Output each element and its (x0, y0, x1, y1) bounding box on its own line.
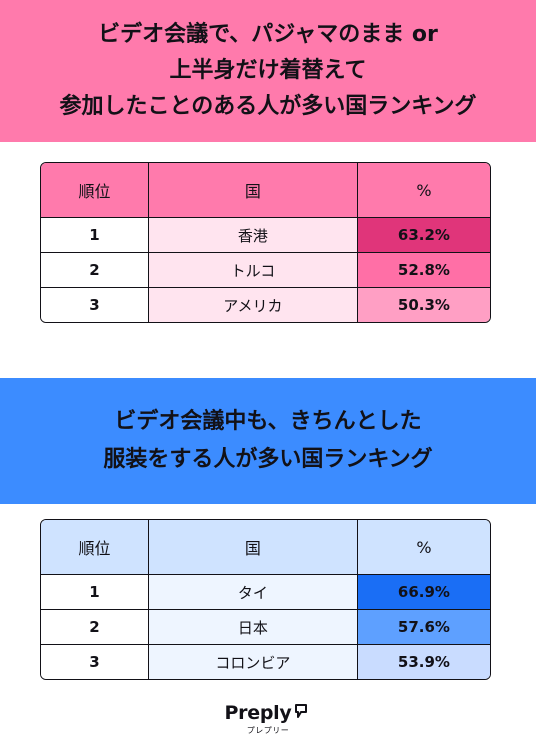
title-line: 上半身だけ着替えて (169, 58, 367, 83)
country-cell: 香港 (148, 218, 358, 253)
table-row: 1 タイ 66.9% (41, 575, 490, 610)
header-country: 国 (148, 520, 358, 575)
rank-cell: 1 (41, 218, 149, 253)
rank-cell: 3 (41, 288, 149, 322)
country-cell: トルコ (148, 253, 358, 288)
percent-cell: 57.6% (357, 610, 490, 645)
country-cell: タイ (148, 575, 358, 610)
header-country: 国 (148, 163, 358, 218)
title-line: 参加したことのある人が多い国ランキング (59, 94, 477, 119)
ranking-table-2: 順位 国 % 1 タイ 66.9% 2 日本 57.6% 3 コロンビア 53.… (40, 519, 491, 680)
rank-cell: 1 (41, 575, 149, 610)
country-cell: コロンビア (148, 645, 358, 679)
preply-logo: Preply プレプリー (0, 702, 536, 736)
country-cell: 日本 (148, 610, 358, 645)
ranking-table-1: 順位 国 % 1 香港 63.2% 2 トルコ 52.8% 3 アメリカ 50.… (40, 162, 491, 323)
country-cell: アメリカ (148, 288, 358, 322)
rank-cell: 3 (41, 645, 149, 679)
table-row: 3 アメリカ 50.3% (41, 288, 490, 322)
table-row: 3 コロンビア 53.9% (41, 645, 490, 679)
preply-logo-icon (293, 702, 311, 724)
title-banner-2: ビデオ会議中も、きちんとした 服装をする人が多い国ランキング (0, 378, 536, 504)
title-banner-1: ビデオ会議で、パジャマのまま or 上半身だけ着替えて 参加したことのある人が多… (0, 0, 536, 142)
percent-cell: 52.8% (357, 253, 490, 288)
header-percent: % (357, 163, 490, 218)
header-rank: 順位 (41, 163, 149, 218)
brand-subtitle: プレプリー (246, 726, 290, 735)
table-row: 2 トルコ 52.8% (41, 253, 490, 288)
percent-cell: 53.9% (357, 645, 490, 679)
percent-cell: 63.2% (357, 218, 490, 253)
header-rank: 順位 (41, 520, 149, 575)
title-line: ビデオ会議中も、きちんとした (114, 409, 422, 434)
brand-name: Preply (224, 702, 292, 724)
percent-cell: 50.3% (357, 288, 490, 322)
table-header-row: 順位 国 % (41, 520, 490, 575)
table-header-row: 順位 国 % (41, 163, 490, 218)
table-row: 2 日本 57.6% (41, 610, 490, 645)
title-line: 服装をする人が多い国ランキング (103, 447, 433, 472)
percent-cell: 66.9% (357, 575, 490, 610)
header-percent: % (357, 520, 490, 575)
table-row: 1 香港 63.2% (41, 218, 490, 253)
title-line: ビデオ会議で、パジャマのまま or (98, 22, 438, 47)
rank-cell: 2 (41, 253, 149, 288)
rank-cell: 2 (41, 610, 149, 645)
